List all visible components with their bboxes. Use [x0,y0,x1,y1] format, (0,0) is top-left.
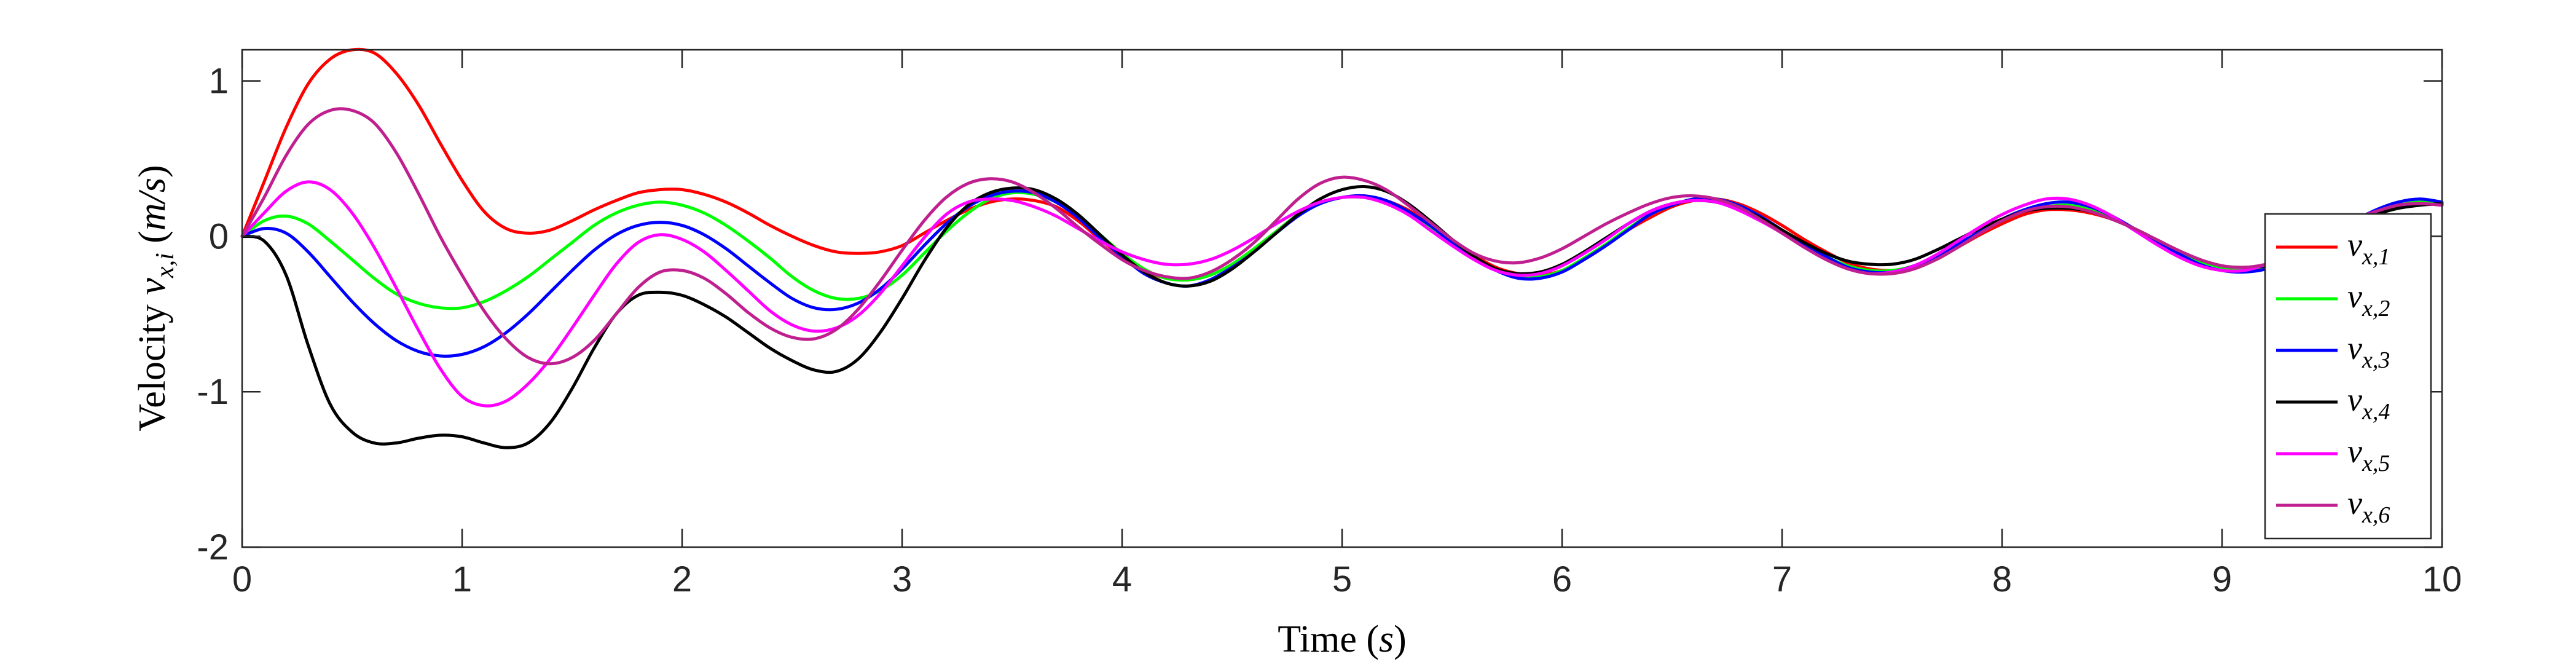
legend-label-5: vx,5 [2347,433,2390,476]
legend-label-variable: v [2347,484,2362,521]
y-axis-title-unit-close: ) [132,165,173,178]
series-line-5 [240,180,2444,408]
x-tick-label: 7 [1772,559,1792,599]
x-axis-title-close: ) [1394,618,1407,660]
legend-box [2264,213,2432,540]
y-axis-title-variable: v [132,278,173,295]
x-tick-label: 9 [2212,559,2232,599]
x-axis-title-text: Time [1278,618,1366,660]
y-tick-label: -2 [197,527,229,567]
y-axis-title-unit-open: ( [132,231,173,253]
legend-label-subscript: x,1 [2362,244,2390,270]
legend-label-6: vx,6 [2347,484,2390,528]
y-tick-label: 1 [209,61,229,101]
x-tick-label: 1 [452,559,472,599]
legend-label-variable: v [2347,433,2362,470]
series-layer [240,47,2444,449]
x-tick-label: 3 [892,559,912,599]
legend-label-2: vx,2 [2347,278,2390,322]
y-axis-title-text: Velocity [132,295,173,432]
legend-label-variable: v [2347,278,2362,315]
y-axis-title: Velocity vx,i (m/s) [132,165,179,431]
x-axis-title-variable: s [1379,618,1394,660]
y-tick-label: 0 [209,216,229,256]
y-axis-title-subscript: x,i [151,253,179,278]
x-axis-title: Time (s) [1278,618,1407,660]
legend-label-variable: v [2347,381,2362,418]
plot-area-background [242,50,2442,547]
ticks-layer: 0 1 2 3 4 5 6 7 8 9 10 -2 -1 0 1 [197,50,2462,599]
x-axis-title-open: ( [1366,618,1379,660]
legend-label-subscript: x,6 [2362,502,2390,528]
x-tick-label: 6 [1552,559,1572,599]
legend-label-4: vx,4 [2347,381,2390,425]
legend-label-variable: v [2347,226,2362,263]
series-line-4 [240,184,2444,449]
legend-label-1: vx,1 [2347,226,2390,270]
series-line-6 [240,107,2444,366]
x-tick-label: 8 [1992,559,2012,599]
y-axis-title-unit: m/s [132,178,173,231]
legend-label-3: vx,3 [2347,330,2390,373]
legend-label-subscript: x,2 [2362,296,2390,322]
x-tick-label: 10 [2422,559,2462,599]
x-tick-label: 2 [672,559,692,599]
legend-label-variable: v [2347,330,2362,366]
legend-label-subscript: x,5 [2362,451,2390,476]
x-tick-label: 0 [232,559,252,599]
legend: vx,1vx,2vx,3vx,4vx,5vx,6 [2264,213,2432,540]
legend-label-subscript: x,4 [2362,399,2390,425]
legend-label-subscript: x,3 [2362,347,2390,373]
y-tick-label: -1 [197,372,229,412]
x-tick-label: 4 [1112,559,1132,599]
x-tick-label: 5 [1332,559,1352,599]
